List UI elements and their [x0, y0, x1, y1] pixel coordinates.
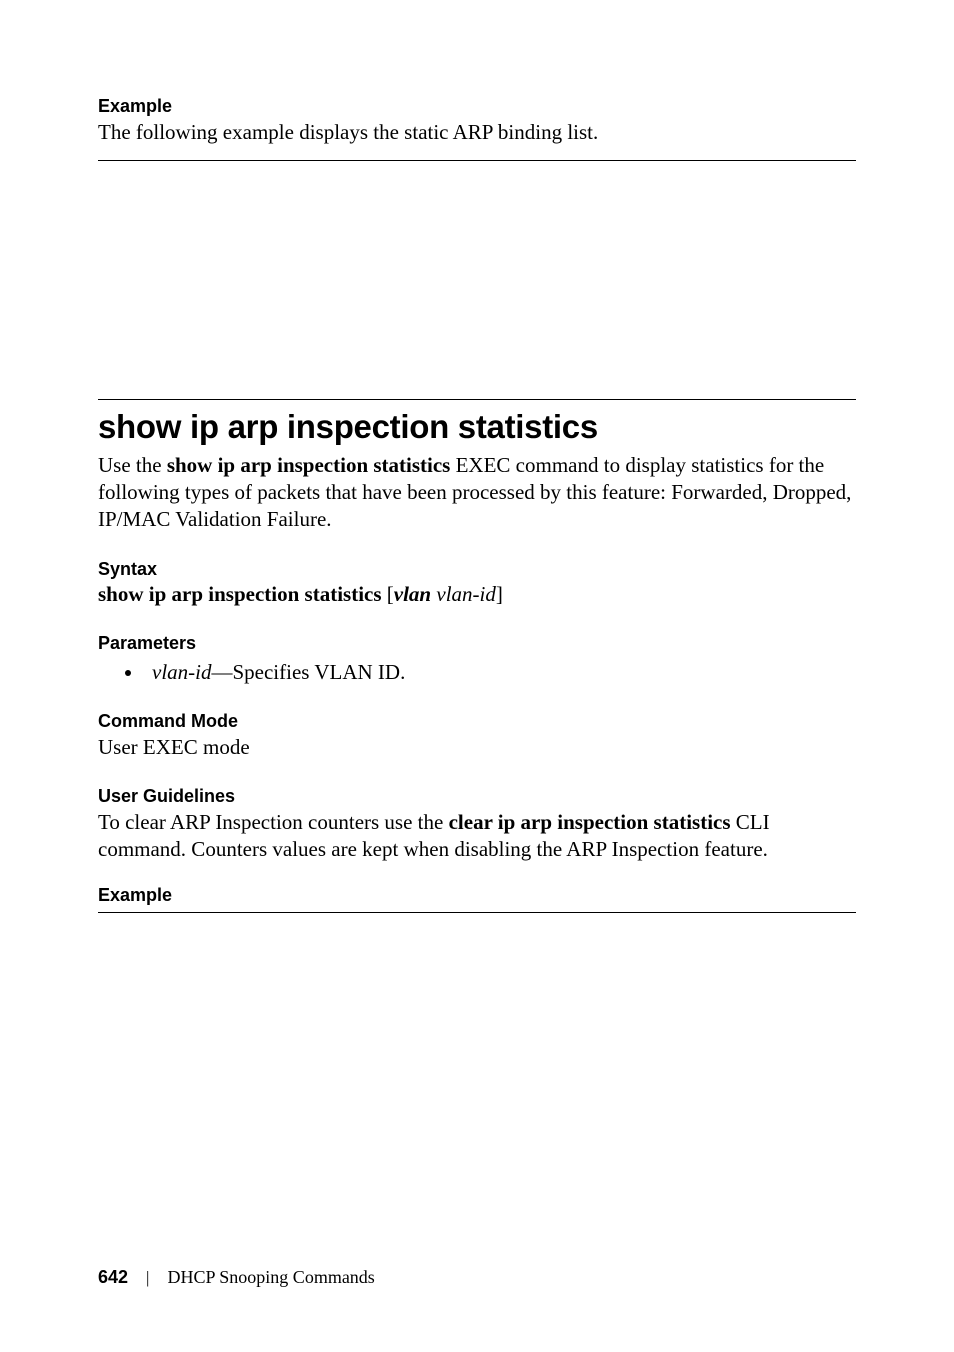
divider-example2	[98, 912, 856, 913]
parameters-section: Parameters vlan-id—Specifies VLAN ID.	[98, 633, 856, 685]
command-title: show ip arp inspection statistics	[98, 408, 856, 446]
intro-pre: Use the	[98, 453, 167, 477]
syntax-close: ]	[496, 582, 503, 606]
syntax-open: [	[382, 582, 394, 606]
param-name: vlan-id	[152, 660, 211, 684]
page-footer: 642 | DHCP Snooping Commands	[98, 1267, 375, 1288]
command-mode-text: User EXEC mode	[98, 734, 856, 761]
page-number: 642	[98, 1267, 128, 1288]
user-guidelines-text: To clear ARP Inspection counters use the…	[98, 809, 856, 863]
command-intro: Use the show ip arp inspection statistic…	[98, 452, 856, 533]
command-mode-section: Command Mode User EXEC mode	[98, 711, 856, 761]
ug-pre: To clear ARP Inspection counters use the	[98, 810, 449, 834]
list-item: vlan-id—Specifies VLAN ID.	[144, 660, 856, 685]
parameters-heading: Parameters	[98, 633, 856, 654]
intro-bold: show ip arp inspection statistics	[167, 453, 451, 477]
ug-bold: clear ip arp inspection statistics	[449, 810, 731, 834]
command-mode-heading: Command Mode	[98, 711, 856, 732]
user-guidelines-heading: User Guidelines	[98, 786, 856, 807]
parameters-list: vlan-id—Specifies VLAN ID.	[98, 660, 856, 685]
syntax-keyword: vlan	[394, 582, 431, 606]
example-heading: Example	[98, 96, 856, 117]
example2-section: Example	[98, 885, 856, 913]
syntax-heading: Syntax	[98, 559, 856, 580]
syntax-section: Syntax show ip arp inspection statistics…	[98, 559, 856, 607]
example2-heading: Example	[98, 885, 856, 906]
footer-separator: |	[146, 1268, 149, 1288]
example-text: The following example displays the stati…	[98, 119, 856, 146]
user-guidelines-section: User Guidelines To clear ARP Inspection …	[98, 786, 856, 863]
syntax-cmd: show ip arp inspection statistics	[98, 582, 382, 606]
param-desc: —Specifies VLAN ID.	[211, 660, 405, 684]
syntax-arg: vlan-id	[436, 582, 495, 606]
syntax-line: show ip arp inspection statistics [vlan …	[98, 582, 856, 607]
chapter-title: DHCP Snooping Commands	[167, 1267, 374, 1288]
divider-above-title	[98, 399, 856, 400]
example-section: Example The following example displays t…	[98, 96, 856, 161]
